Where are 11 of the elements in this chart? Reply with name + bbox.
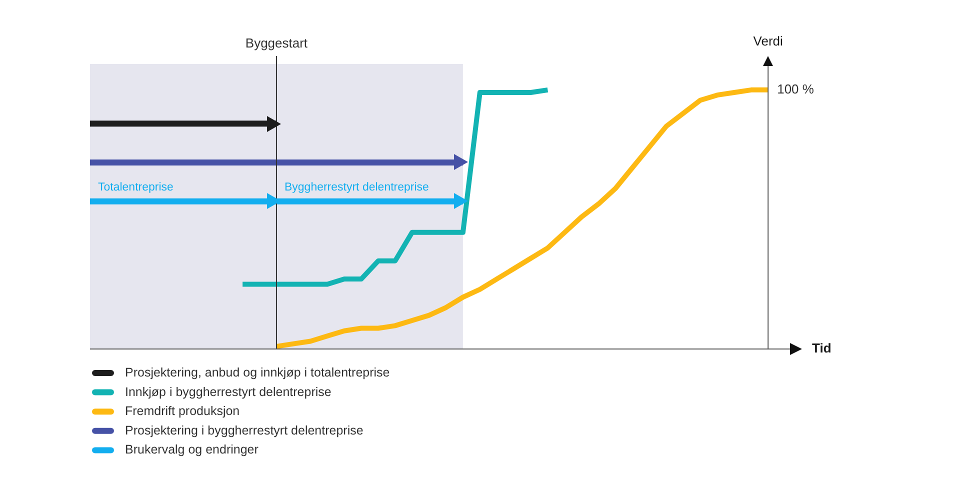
annotation: 100 % (777, 81, 814, 96)
text: Byggestart (245, 36, 308, 51)
y-axis-title: Verdi (753, 34, 784, 49)
x-axis-title: Tid (812, 340, 832, 356)
legend-label: Brukervalg og endringer (125, 442, 258, 457)
legend-label: Prosjektering i byggherrestyrt delentreprise (125, 423, 364, 438)
legend-label: Prosjektering, anbud og innkjøp i totalentreprise (125, 365, 390, 380)
legend-label: Fremdrift produksjon (125, 404, 240, 418)
annotation: Byggherrestyrt delentreprise (284, 181, 429, 194)
annotation: Totalentreprise (98, 181, 174, 194)
legend-label: Innkjøp i byggherrestyrt delentreprise (125, 384, 332, 399)
